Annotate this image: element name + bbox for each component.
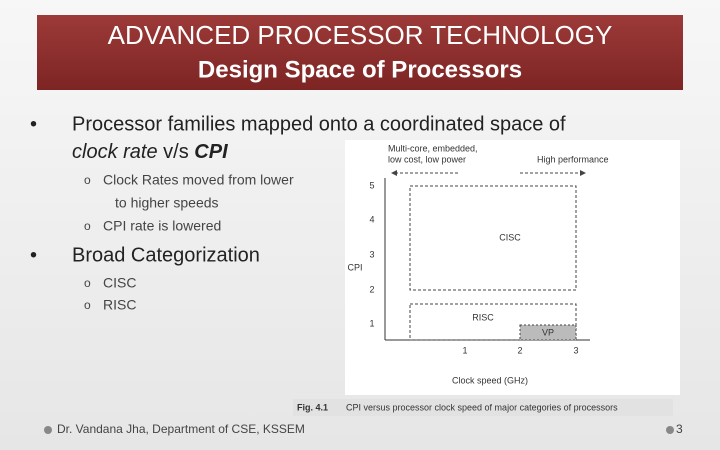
caption-bar <box>293 399 673 416</box>
bullet-dot: • <box>30 244 37 266</box>
italic: clock rate <box>72 141 158 163</box>
page-number: 3 <box>676 422 683 436</box>
subtitle: Design Space of Processors <box>198 56 522 83</box>
x-axis-label: Clock speed (GHz) <box>452 375 528 385</box>
figure: Multi-core, embedded, low cost, low powe… <box>293 140 680 416</box>
risc-box <box>409 303 577 341</box>
cisc-box <box>409 185 577 291</box>
sub-text: to higher speeds <box>115 195 219 211</box>
footer-author: Dr. Vandana Jha, Department of CSE, KSSE… <box>57 422 305 436</box>
footer-dot <box>44 426 52 434</box>
x-tick: 3 <box>573 345 578 355</box>
x-tick: 1 <box>462 345 467 355</box>
sub-text: CISC <box>103 275 136 291</box>
sub-marker: o <box>84 298 91 312</box>
sub-text: CPI rate is lowered <box>103 218 221 234</box>
sub-text: RISC <box>103 297 136 313</box>
bullet-text: Processor families mapped onto a coordin… <box>72 113 566 135</box>
y-tick: 5 <box>369 180 374 190</box>
fig-label: low cost, low power <box>388 154 466 164</box>
sub-marker: o <box>84 173 91 187</box>
italic: CPI <box>194 141 228 163</box>
region-label: RISC <box>472 312 494 322</box>
sub-text: Clock Rates moved from lower <box>103 172 294 188</box>
bullet-dot: • <box>30 113 37 135</box>
y-axis-label: CPI <box>347 262 362 272</box>
vp-box <box>519 324 577 341</box>
caption-text: CPI versus processor clock speed of majo… <box>346 402 618 412</box>
y-tick: 1 <box>369 318 374 328</box>
footer-dot <box>666 426 674 434</box>
title-bar <box>37 15 683 90</box>
title: ADVANCED PROCESSOR TECHNOLOGY <box>108 20 613 50</box>
sub-marker: o <box>84 276 91 290</box>
y-tick: 4 <box>369 214 374 224</box>
caption-number: Fig. 4.1 <box>297 402 328 412</box>
fig-label: Multi-core, embedded, <box>388 143 478 153</box>
x-tick: 2 <box>517 345 522 355</box>
y-tick: 3 <box>369 249 374 259</box>
region-label: CISC <box>499 232 521 242</box>
fig-label: High performance <box>537 154 609 164</box>
bullet-text: Broad Categorization <box>72 244 260 266</box>
y-tick: 2 <box>369 284 374 294</box>
figure-bg <box>345 140 680 395</box>
sub-marker: o <box>84 219 91 233</box>
plain: v/s <box>163 141 189 163</box>
bullet-text: clock rate v/s CPI <box>72 141 228 163</box>
region-label: VP <box>542 327 554 337</box>
